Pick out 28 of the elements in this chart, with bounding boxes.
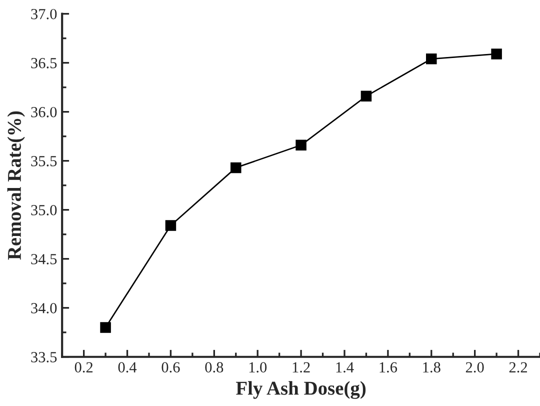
y-tick-label: 35.0 (31, 204, 57, 216)
point (100, 322, 111, 333)
y-tick-label: 37.0 (31, 8, 57, 20)
x-tick-label: 1.0 (249, 362, 267, 373)
y-tick-label: 34.0 (31, 303, 57, 314)
y-tick-label: 36.0 (31, 106, 57, 118)
x-tick-label: 2.0 (466, 362, 484, 373)
y-tick-label: 36.5 (31, 58, 57, 68)
point (165, 220, 176, 231)
x-tick-label: 0.8 (205, 362, 224, 373)
x-tick-label: 1.8 (423, 362, 440, 373)
x-tick-label: 2.2 (509, 362, 527, 373)
x-tick-label: 0.2 (74, 362, 93, 373)
y-axis-title: Removal Rate(%) (7, 111, 25, 260)
point (230, 162, 242, 174)
point (491, 48, 502, 60)
x-tick-label: 1.2 (292, 362, 310, 373)
x-tick-label: 0.6 (162, 362, 180, 373)
x-tick-label: 1.6 (380, 362, 398, 373)
y-tick-label: 34.5 (31, 254, 57, 264)
point (426, 54, 437, 64)
point (296, 140, 306, 151)
x-tick-label: 0.4 (118, 362, 137, 373)
x-tick-label: 1.4 (336, 362, 354, 373)
y-tick-label: 35.5 (31, 156, 57, 166)
point (360, 90, 372, 102)
y-tick-label: 33.5 (31, 352, 57, 362)
x-axis-title: Fly Ash Dose(g) (236, 381, 366, 399)
